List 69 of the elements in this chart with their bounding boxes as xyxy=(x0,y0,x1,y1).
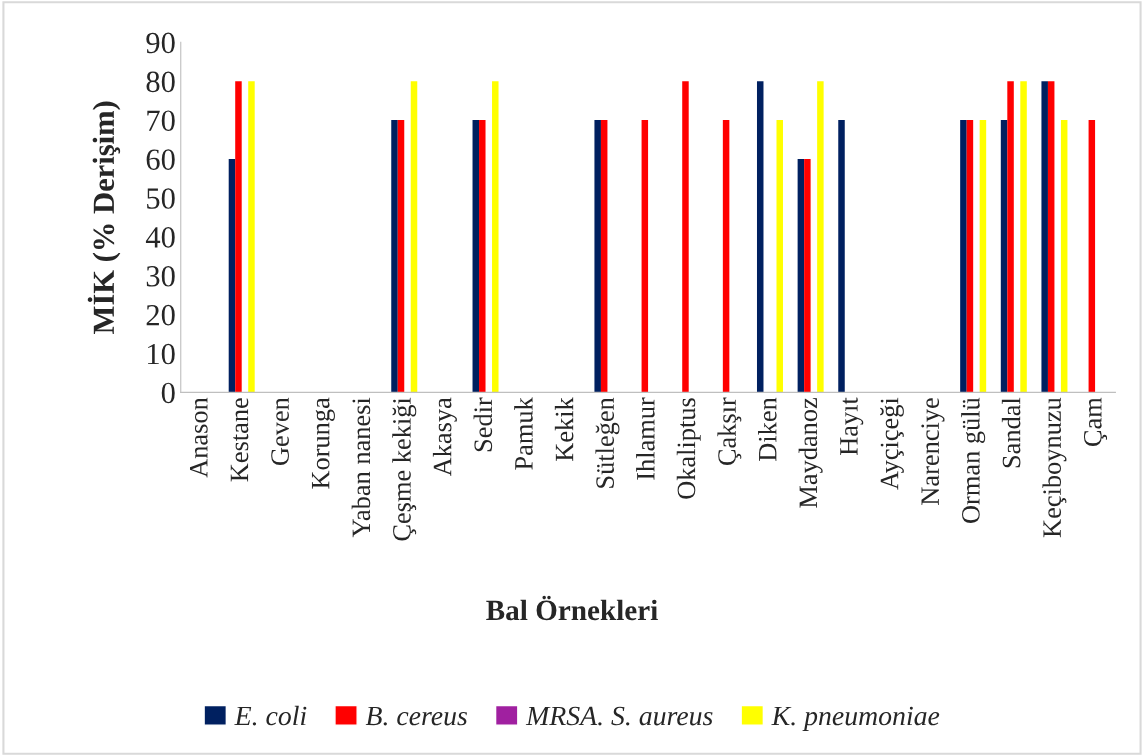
x-tick-label: Çam xyxy=(1083,397,1108,446)
x-tick-label: Çakşır xyxy=(717,397,742,466)
x-tick-label: Çeşme kekiği xyxy=(392,397,417,541)
x-tick-label: Sandal xyxy=(1001,397,1021,468)
bar xyxy=(492,81,499,393)
bar xyxy=(966,120,974,393)
bar xyxy=(397,120,405,393)
x-tick-label: Okaliptus xyxy=(676,398,701,499)
x-tick-label: Anason xyxy=(190,397,208,478)
legend-label: E. coli xyxy=(234,705,307,726)
y-axis-title: MİK (% Derişim) xyxy=(87,101,121,334)
bar xyxy=(594,120,601,393)
bar xyxy=(776,120,783,393)
y-tick-label: 50 xyxy=(147,188,175,209)
bar xyxy=(472,120,480,393)
bar xyxy=(1088,120,1096,393)
bar xyxy=(1060,120,1068,393)
x-tick-label: Pamuk xyxy=(514,397,533,470)
bar xyxy=(1020,81,1027,393)
bar xyxy=(797,159,805,393)
bar xyxy=(682,81,689,393)
y-tick-label: 20 xyxy=(146,304,175,326)
bar xyxy=(1007,81,1014,393)
x-tick-label: Orman gülü xyxy=(961,397,986,523)
legend-label: B. cereus xyxy=(365,706,467,726)
bar xyxy=(722,120,730,393)
legend-label: MRSA. S. aureus xyxy=(525,706,713,726)
bar xyxy=(391,120,398,393)
x-tick-label: Ayçiçeği xyxy=(880,397,904,490)
x-axis-title: Bal Örnekleri xyxy=(486,595,658,621)
legend-label: K. pneumoniae xyxy=(771,706,940,731)
x-tick-label: Korunga xyxy=(311,397,335,489)
bar xyxy=(756,81,764,393)
bar xyxy=(979,120,987,393)
x-tick-label: Sedir xyxy=(473,397,493,452)
x-tick-label: Geven xyxy=(271,397,289,466)
x-tick-label: Ihlamur xyxy=(636,397,655,480)
y-tick-label: 60 xyxy=(146,149,175,170)
bar xyxy=(1047,81,1055,393)
y-tick-label: 30 xyxy=(146,265,175,287)
x-tick-label: Sütleğen xyxy=(595,397,620,488)
x-tick-label: Hayıt xyxy=(840,397,864,456)
bar xyxy=(1041,81,1048,393)
bar xyxy=(228,159,236,393)
bar xyxy=(410,81,418,393)
x-tick-label: Keçiboynuzu xyxy=(1042,397,1067,538)
bar xyxy=(838,120,845,393)
bar xyxy=(1000,120,1008,393)
x-tick-label: Akasya xyxy=(432,397,457,477)
y-tick-label: 0 xyxy=(161,382,175,404)
bar xyxy=(600,120,608,393)
bar xyxy=(960,120,967,393)
bar xyxy=(641,120,649,393)
y-tick-label: 10 xyxy=(148,343,175,365)
bar xyxy=(479,120,486,393)
x-tick-label: Kestane xyxy=(230,398,249,482)
x-tick-label: Diken xyxy=(758,397,777,461)
bar xyxy=(235,81,242,393)
y-tick-label: 80 xyxy=(146,71,175,93)
x-tick-label: Yaban nanesi xyxy=(351,397,371,538)
y-tick-label: 70 xyxy=(147,110,175,132)
x-tick-label: Kekik xyxy=(554,397,574,461)
bar xyxy=(804,159,811,393)
bar xyxy=(248,81,255,393)
x-tick-label: Narenciye xyxy=(921,398,945,505)
bar xyxy=(817,81,824,393)
x-tick-label: Maydanoz xyxy=(798,397,823,508)
y-tick-label: 90 xyxy=(146,32,175,54)
y-tick-label: 40 xyxy=(145,227,175,248)
